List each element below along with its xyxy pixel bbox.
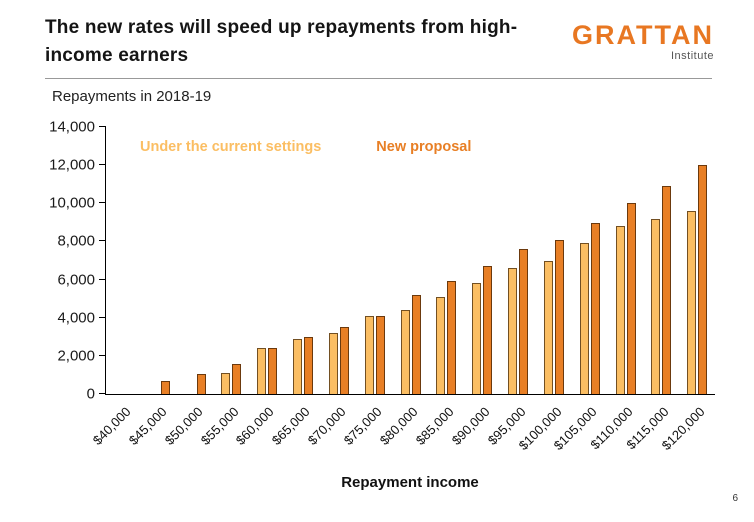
bar-new-75000 — [375, 315, 385, 394]
y-tick-mark — [99, 393, 106, 394]
legend-item-current-settings: Under the current settings — [140, 139, 322, 155]
bar-new-100000 — [554, 240, 564, 394]
y-tick-label: 6,000 — [57, 271, 95, 289]
chart-plot-area: Under the current settings New proposal 0… — [49, 119, 715, 403]
grattan-logo: GRATTAN Institute — [572, 14, 714, 63]
y-tick-mark — [99, 278, 106, 280]
legend-item-new-proposal: New proposal — [376, 139, 472, 155]
page-title-line1: The new rates will speed up repayments f… — [45, 17, 518, 38]
bar-new-120000 — [698, 165, 708, 394]
x-tick-label: $40,000 — [89, 404, 134, 448]
bar-group-70000 — [321, 127, 357, 394]
y-tick-label: 8,000 — [57, 232, 95, 250]
bar-current-70000 — [328, 332, 338, 394]
bar-new-65000 — [304, 336, 314, 394]
bar-new-115000 — [662, 186, 672, 394]
y-tick-mark — [99, 202, 106, 204]
bar-current-65000 — [293, 338, 303, 394]
bar-new-85000 — [447, 281, 457, 394]
bar-group-45000 — [142, 127, 178, 394]
bar-current-95000 — [508, 268, 518, 394]
bar-current-105000 — [579, 243, 589, 394]
x-tick-label: $45,000 — [125, 404, 170, 448]
grattan-logo-text: GRATTAN — [572, 20, 714, 50]
page-number: 6 — [732, 493, 738, 504]
header: The new rates will speed up repayments f… — [45, 14, 714, 69]
bar-group-90000 — [464, 127, 500, 394]
bar-new-105000 — [590, 223, 600, 394]
y-tick-label: 10,000 — [49, 194, 95, 212]
bar-group-100000 — [536, 127, 572, 394]
x-tick-label: $75,000 — [340, 404, 385, 448]
y-tick-mark — [99, 126, 106, 127]
bar-group-55000 — [213, 127, 249, 394]
bar-new-55000 — [232, 363, 242, 394]
bar-group-60000 — [249, 127, 285, 394]
x-tick-label: $55,000 — [197, 404, 242, 448]
bar-current-60000 — [257, 348, 267, 394]
x-axis-labels: $40,000 $45,000 $50,000 $55,000 $60,000 $65,0… — [90, 395, 715, 467]
chart-subtitle: Repayments in 2018-19 — [52, 88, 212, 105]
x-tick-label: $50,000 — [161, 404, 206, 448]
y-tick-label: 2,000 — [57, 347, 95, 365]
bar-current-75000 — [364, 315, 374, 394]
x-tick-label: $60,000 — [233, 404, 278, 448]
bar-new-90000 — [483, 266, 493, 394]
bar-current-55000 — [221, 373, 231, 394]
bar-current-115000 — [651, 218, 661, 394]
grattan-logo-subtext: Institute — [670, 50, 714, 62]
y-tick-label: 14,000 — [49, 118, 95, 136]
bar-new-50000 — [196, 373, 206, 394]
y-tick-mark — [99, 354, 106, 356]
bar-current-100000 — [543, 260, 553, 394]
y-tick-mark — [99, 316, 106, 318]
bar-group-40000 — [106, 127, 142, 394]
bar-new-60000 — [268, 348, 278, 394]
bar-group-115000 — [643, 127, 679, 394]
bar-current-80000 — [400, 310, 410, 394]
bar-new-95000 — [519, 249, 529, 394]
y-tick-mark — [99, 240, 106, 242]
x-axis-title: Repayment income — [341, 474, 479, 491]
x-tick-label: $65,000 — [269, 404, 313, 448]
header-divider — [45, 78, 712, 79]
bar-group-80000 — [393, 127, 429, 394]
x-tick-label: $90,000 — [448, 404, 493, 448]
bar-group-85000 — [428, 127, 464, 394]
bar-group-50000 — [178, 127, 214, 394]
bar-new-70000 — [339, 327, 349, 394]
bar-current-85000 — [436, 296, 446, 394]
bar-group-75000 — [357, 127, 393, 394]
bars-container — [106, 127, 715, 394]
chart-legend: Under the current settings New proposal — [140, 139, 471, 155]
bar-new-45000 — [160, 380, 170, 394]
bar-group-95000 — [500, 127, 536, 394]
y-tick-mark — [99, 164, 106, 166]
y-tick-label: 12,000 — [49, 156, 95, 174]
bar-group-120000 — [679, 127, 715, 394]
y-tick-label: 0 — [86, 385, 95, 403]
x-tick-label: $80,000 — [376, 404, 421, 448]
bar-group-65000 — [285, 127, 321, 394]
y-tick-label: 4,000 — [57, 309, 95, 327]
page-title-line2: income earners — [45, 44, 189, 66]
bar-new-110000 — [626, 203, 636, 394]
bar-current-110000 — [615, 226, 625, 394]
bar-group-110000 — [608, 127, 644, 394]
bar-new-80000 — [411, 294, 421, 394]
bar-group-105000 — [572, 127, 608, 394]
page-title: The new rates will speed up repayments f… — [45, 14, 517, 69]
bar-current-90000 — [472, 283, 482, 394]
bar-current-120000 — [687, 210, 697, 394]
x-tick-label: $70,000 — [305, 404, 349, 448]
x-tick-label: $85,000 — [412, 404, 457, 448]
